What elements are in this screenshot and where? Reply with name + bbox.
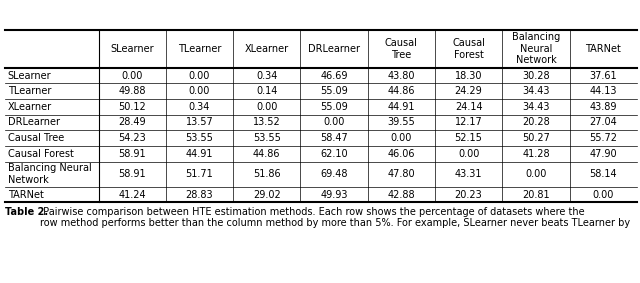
Text: 13.57: 13.57 [186,117,213,128]
Text: 44.13: 44.13 [589,86,617,96]
Text: 53.55: 53.55 [186,133,214,143]
Text: Causal Tree: Causal Tree [8,133,64,143]
Text: TLearner: TLearner [178,44,221,54]
Text: TARNet: TARNet [585,44,621,54]
Text: 41.28: 41.28 [522,149,550,159]
Text: 28.83: 28.83 [186,190,213,200]
Text: 20.23: 20.23 [455,190,483,200]
Text: 34.43: 34.43 [522,86,550,96]
Text: 41.24: 41.24 [118,190,146,200]
Text: 0.00: 0.00 [525,169,547,179]
Text: 55.72: 55.72 [589,133,617,143]
Text: Balancing
Neural
Network: Balancing Neural Network [512,32,560,65]
Text: 0.00: 0.00 [256,102,278,112]
Text: 0.00: 0.00 [122,70,143,81]
Text: Causal
Tree: Causal Tree [385,38,418,59]
Text: 0.00: 0.00 [458,149,479,159]
Text: 44.91: 44.91 [186,149,213,159]
Text: 43.80: 43.80 [388,70,415,81]
Text: 29.02: 29.02 [253,190,281,200]
Text: 30.28: 30.28 [522,70,550,81]
Text: 50.27: 50.27 [522,133,550,143]
Text: DRLearner: DRLearner [308,44,360,54]
Text: Pairwise comparison between HTE estimation methods. Each row shows the percentag: Pairwise comparison between HTE estimati… [40,207,630,228]
Text: 13.52: 13.52 [253,117,281,128]
Text: 58.91: 58.91 [118,169,146,179]
Text: 0.00: 0.00 [189,86,210,96]
Text: 44.86: 44.86 [388,86,415,96]
Text: 49.88: 49.88 [118,86,146,96]
Text: 47.80: 47.80 [388,169,415,179]
Text: 0.14: 0.14 [256,86,278,96]
Text: 39.55: 39.55 [387,117,415,128]
Text: 0.00: 0.00 [593,190,614,200]
Text: 37.61: 37.61 [589,70,617,81]
Text: 12.17: 12.17 [455,117,483,128]
Text: 34.43: 34.43 [522,102,550,112]
Text: 51.71: 51.71 [186,169,213,179]
Text: 46.69: 46.69 [320,70,348,81]
Text: 69.48: 69.48 [320,169,348,179]
Text: 18.30: 18.30 [455,70,483,81]
Text: 47.90: 47.90 [589,149,617,159]
Text: SLearner: SLearner [8,70,51,81]
Text: SLearner: SLearner [111,44,154,54]
Text: 24.14: 24.14 [455,102,483,112]
Text: 0.34: 0.34 [189,102,210,112]
Text: 50.12: 50.12 [118,102,146,112]
Text: 43.31: 43.31 [455,169,483,179]
Text: 24.29: 24.29 [455,86,483,96]
Text: Balancing Neural
Network: Balancing Neural Network [8,163,92,185]
Text: 58.14: 58.14 [589,169,617,179]
Text: 52.15: 52.15 [454,133,483,143]
Text: 55.09: 55.09 [320,86,348,96]
Text: 58.47: 58.47 [320,133,348,143]
Text: 46.06: 46.06 [388,149,415,159]
Text: XLearner: XLearner [8,102,52,112]
Text: 49.93: 49.93 [320,190,348,200]
Text: Table 2.: Table 2. [5,207,48,216]
Text: 20.81: 20.81 [522,190,550,200]
Text: Causal
Forest: Causal Forest [452,38,485,59]
Text: 0.00: 0.00 [323,117,345,128]
Text: 44.91: 44.91 [388,102,415,112]
Text: TLearner: TLearner [8,86,51,96]
Text: 44.86: 44.86 [253,149,280,159]
Text: 42.88: 42.88 [388,190,415,200]
Text: DRLearner: DRLearner [8,117,60,128]
Text: 0.00: 0.00 [189,70,210,81]
Text: 58.91: 58.91 [118,149,146,159]
Text: 20.28: 20.28 [522,117,550,128]
Text: 27.04: 27.04 [589,117,617,128]
Text: 55.09: 55.09 [320,102,348,112]
Text: Causal Forest: Causal Forest [8,149,74,159]
Text: 53.55: 53.55 [253,133,281,143]
Text: 62.10: 62.10 [320,149,348,159]
Text: 54.23: 54.23 [118,133,146,143]
Text: 51.86: 51.86 [253,169,280,179]
Text: TARNet: TARNet [8,190,44,200]
Text: XLearner: XLearner [244,44,289,54]
Text: 43.89: 43.89 [589,102,617,112]
Text: 0.34: 0.34 [256,70,278,81]
Text: 28.49: 28.49 [118,117,146,128]
Text: 0.00: 0.00 [390,133,412,143]
